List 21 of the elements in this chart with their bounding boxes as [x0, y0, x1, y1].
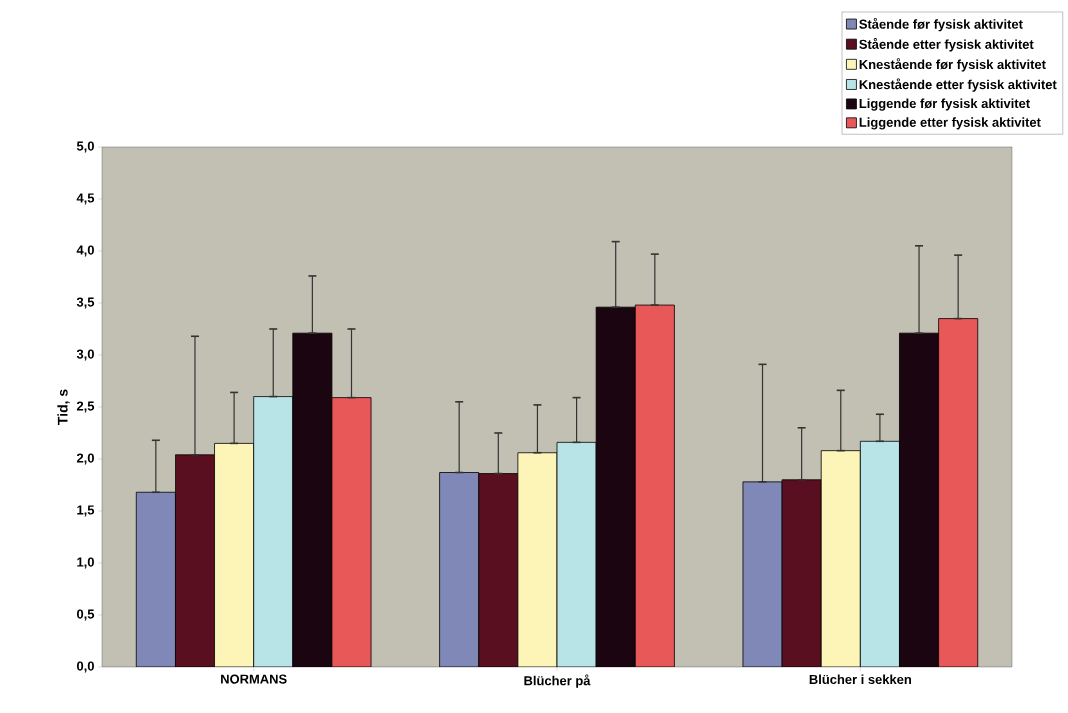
y-tick-label: 2,5 [76, 401, 95, 413]
y-tick-label: 3,5 [76, 297, 95, 309]
y-tick-label: 3,0 [76, 349, 94, 361]
y-tick-label: 2,0 [76, 453, 94, 465]
legend-label: Knestående før fysisk aktivitet [859, 58, 1046, 72]
x-tick-label: Blücher på [524, 674, 591, 688]
y-axis-title: Tid, s [57, 389, 70, 425]
y-tick-label: 5,0 [76, 141, 94, 153]
legend-label: Stående etter fysisk aktivitet [859, 38, 1034, 52]
x-tick-label: Blücher i sekken [809, 674, 911, 685]
y-tick-label: 0,5 [77, 609, 95, 621]
y-tick-label: 0,0 [77, 661, 94, 673]
legend-label: Liggende før fysisk aktivitet [859, 98, 1030, 111]
y-tick-label: 4,5 [76, 193, 95, 205]
y-tick-label: 1,5 [77, 505, 95, 517]
x-tick-label: NORMANS [221, 674, 287, 684]
legend-label: Liggende etter fysisk aktivitet [859, 117, 1041, 130]
y-tick-label: 4,0 [76, 245, 94, 257]
legend-label: Stående før fysisk aktivitet [859, 17, 1023, 32]
y-tick-label: 1,0 [77, 557, 94, 569]
legend-label: Knestående etter fysisk aktivitet [859, 78, 1057, 92]
